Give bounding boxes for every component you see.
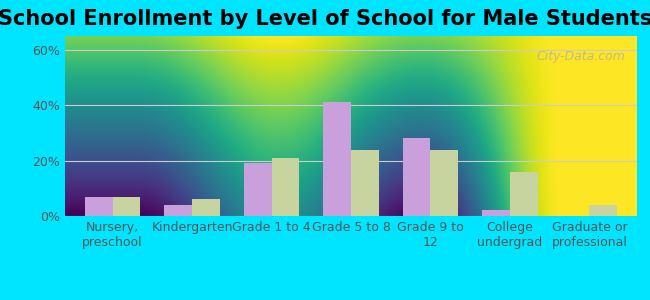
Bar (430, 149, 458, 216)
Bar (112, 196, 140, 216)
Bar (85, 196, 112, 216)
Bar (164, 205, 192, 216)
Bar (482, 211, 510, 216)
Bar (590, 205, 617, 216)
Text: City-Data.com: City-Data.com (537, 50, 625, 63)
Text: School Enrollment by Level of School for Male Students: School Enrollment by Level of School for… (0, 9, 650, 29)
Bar (351, 149, 379, 216)
Bar (323, 103, 351, 216)
Bar (510, 172, 538, 216)
Bar (244, 164, 272, 216)
Bar (192, 200, 220, 216)
Bar (272, 158, 300, 216)
Bar (402, 139, 430, 216)
